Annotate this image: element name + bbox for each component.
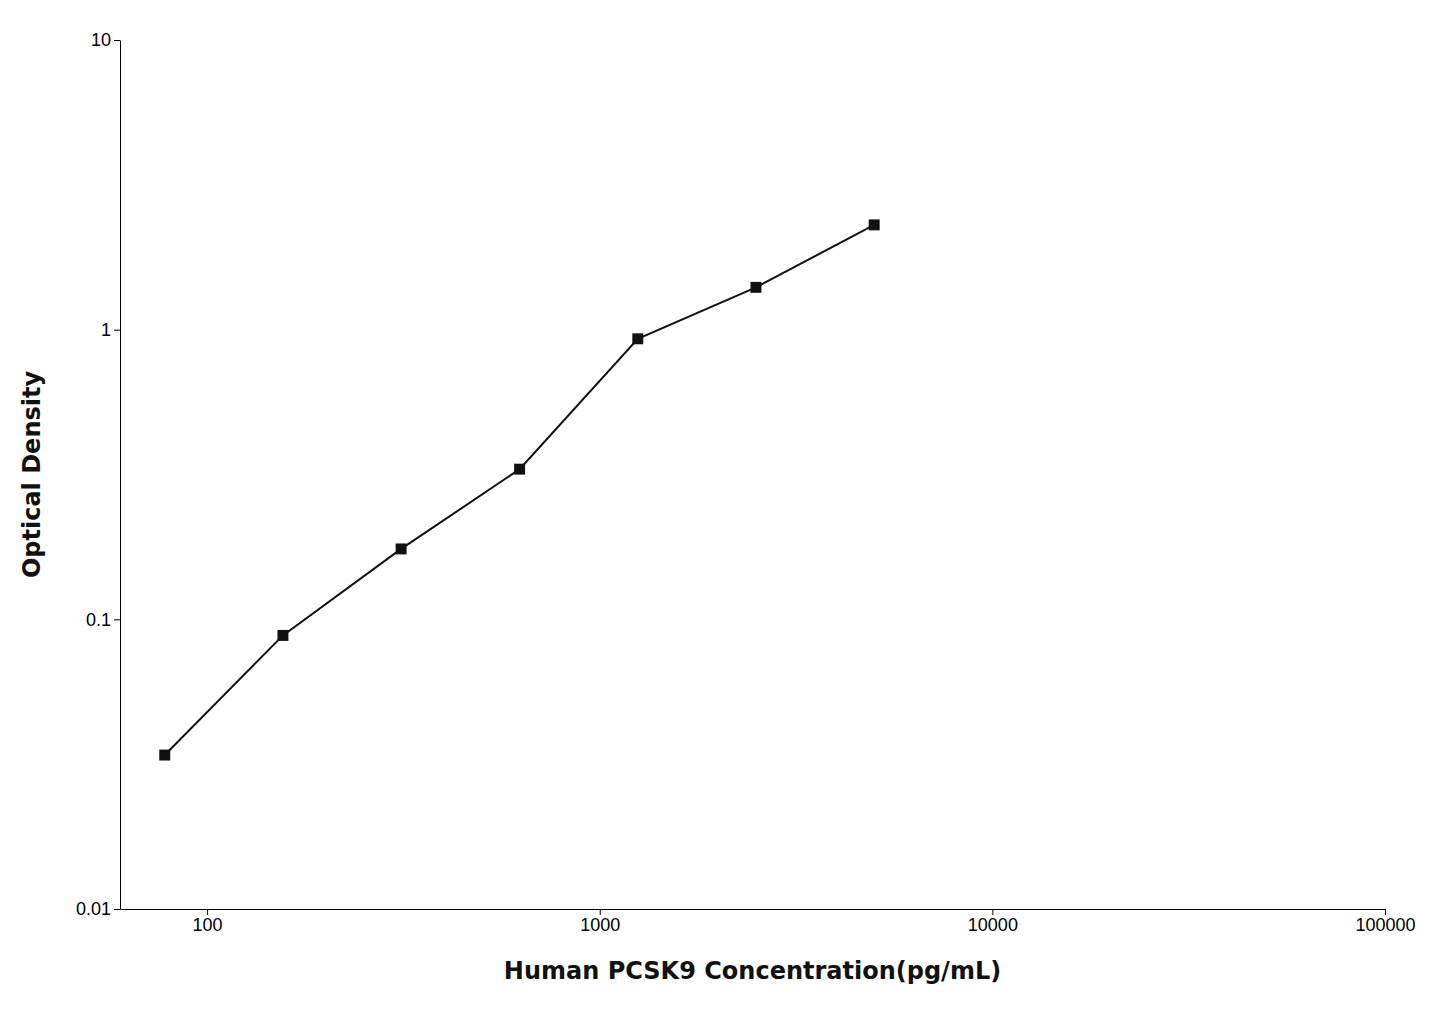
y-tick-mark: [114, 40, 120, 41]
y-tick-label: 0.01: [76, 899, 111, 919]
y-tick: 1: [101, 320, 120, 340]
plot-area: 100 1000 10000 100000 0.01 0.1 1 10: [76, 30, 1416, 935]
point: [277, 630, 288, 641]
point: [869, 219, 880, 230]
x-tick: 100000: [1355, 909, 1415, 935]
chart: 100 1000 10000 100000 0.01 0.1 1 10 Human PCSK9 …: [0, 0, 1445, 1009]
point: [751, 282, 762, 293]
y-tick-mark: [114, 619, 120, 620]
point: [159, 750, 170, 761]
y-tick-label: 10: [91, 30, 111, 50]
line: [165, 225, 874, 755]
x-tick: 1000: [580, 909, 620, 935]
x-tick-label: 100: [193, 915, 223, 935]
y-tick: 0.01: [76, 899, 120, 919]
x-axis-line: [121, 909, 1386, 910]
x-tick: 100: [193, 909, 223, 935]
y-axis-title: Optical Density: [18, 371, 46, 579]
x-tick-label: 1000: [580, 915, 620, 935]
x-tick: 10000: [968, 909, 1018, 935]
point: [632, 333, 643, 344]
y-tick: 0.1: [86, 610, 120, 630]
x-axis-title: Human PCSK9 Concentration(pg/mL): [504, 957, 1001, 985]
x-tick-label: 10000: [968, 915, 1018, 935]
x-tick-label: 100000: [1355, 915, 1415, 935]
y-axis-line: [120, 41, 121, 910]
y-tick-mark: [114, 330, 120, 331]
y-tick-mark: [114, 909, 120, 910]
point: [514, 464, 525, 475]
y-tick-label: 0.1: [86, 610, 111, 630]
point: [396, 543, 407, 554]
y-axis: 0.01 0.1 1 10: [76, 30, 121, 919]
x-axis: 100 1000 10000 100000: [121, 909, 1416, 935]
y-tick-label: 1: [101, 320, 111, 340]
y-tick: 10: [91, 30, 120, 50]
series: [159, 219, 879, 760]
